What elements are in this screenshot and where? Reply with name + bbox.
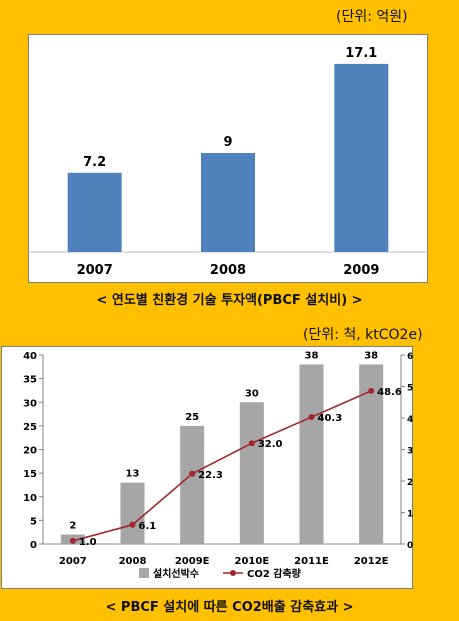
chart2-left-tick-label: 40 — [23, 351, 37, 362]
chart2-bar — [120, 482, 145, 544]
chart2-unit-label: (단위: 척, ktCO2e) — [303, 327, 423, 343]
chart2-co2-data-label: 6.1 — [139, 521, 157, 532]
chart2-co2-point — [69, 537, 76, 544]
chart2-co2-data-label: 22.3 — [198, 470, 223, 481]
chart2-bar-data-label: 38 — [364, 350, 378, 361]
chart2-right-tick-label: 20.0 — [407, 478, 413, 488]
chart2-right-tick-label: 10.0 — [407, 510, 413, 520]
chart2-x-tick-label: 2007 — [59, 556, 87, 567]
chart2-left-tick-label: 15 — [23, 469, 37, 480]
chart2-right-tick-label: 40.0 — [407, 415, 413, 425]
chart2-x-tick-label: 2011E — [294, 556, 329, 567]
co2-combo-chart: 0 5 10 15 20 25 30 35 40 0.0 10.0 20.0 30.0 40.0 50.0 6… — [1, 346, 413, 589]
chart2-right-tick-label: 60.0 — [407, 352, 413, 362]
chart1-title: < 연도별 친환경 기술 투자액(PBCF 설치비) > — [96, 293, 363, 308]
chart1-bar — [67, 172, 122, 252]
chart2-bar-data-label: 25 — [185, 412, 199, 423]
chart2-bar-data-label: 2 — [69, 521, 76, 532]
chart1-bar — [334, 63, 389, 253]
chart2-legend-bar-swatch — [139, 568, 149, 578]
chart1-data-label: 17.1 — [345, 46, 377, 61]
chart2-co2-point — [368, 387, 375, 394]
chart2-co2-point — [308, 414, 315, 421]
chart1-unit-label: (단위: 억원) — [336, 9, 408, 25]
chart2-right-tick-label: 30.0 — [407, 447, 413, 457]
chart2-bar-data-label: 30 — [245, 388, 259, 399]
chart2-left-tick-label: 10 — [23, 493, 37, 504]
chart2-left-tick-label: 30 — [23, 398, 37, 409]
chart2-x-tick-label: 2012E — [354, 556, 389, 567]
chart1-data-label: 9 — [223, 135, 232, 150]
chart2-left-tick-label: 0 — [30, 540, 37, 551]
chart2-title: < PBCF 설치에 따른 CO2배출 감축효과 > — [105, 600, 354, 615]
chart2-legend-bar-label: 설치선박수 — [153, 567, 199, 580]
chart1-x-tick-label: 2009 — [343, 263, 379, 278]
chart1-data-label: 7.2 — [83, 155, 106, 170]
chart2-left-tick-label: 35 — [23, 375, 37, 386]
chart1-x-tick-label: 2007 — [77, 263, 113, 278]
chart2-frame — [1, 346, 413, 589]
chart2-x-tick-label: 2009E — [175, 556, 210, 567]
chart2-co2-data-label: 32.0 — [258, 439, 283, 450]
chart2-bar — [299, 364, 324, 544]
chart2-bar-data-label: 38 — [305, 350, 319, 361]
chart1-bar — [201, 153, 255, 252]
chart2-co2-data-label: 40.3 — [318, 413, 343, 424]
chart2-bar-data-label: 13 — [126, 469, 140, 480]
chart2-co2-data-label: 1.0 — [79, 537, 97, 548]
chart2-bar — [180, 425, 205, 544]
investment-bar-chart: 7.2 2007 9 2008 17.1 2009 — [28, 34, 428, 283]
chart2-co2-point — [129, 521, 136, 528]
chart2-co2-point — [189, 470, 196, 477]
chart2-bar — [239, 402, 264, 544]
chart2-legend-line-marker — [230, 570, 236, 576]
chart2-x-tick-label: 2008 — [119, 556, 147, 567]
chart1-x-tick-label: 2008 — [210, 263, 246, 278]
chart2-left-tick-label: 20 — [23, 446, 37, 457]
chart2-co2-point — [248, 440, 255, 447]
chart2-left-tick-label: 25 — [23, 422, 37, 433]
chart2-left-tick-label: 5 — [30, 516, 37, 527]
chart2-co2-line — [72, 390, 372, 542]
chart2-right-tick-label: 0.0 — [407, 541, 413, 551]
chart2-x-tick-label: 2010E — [234, 556, 269, 567]
chart2-right-tick-label: 50.0 — [407, 384, 413, 394]
chart2-co2-data-label: 48.6 — [377, 387, 402, 398]
chart2-legend-line-label: CO2 감축량 — [247, 567, 302, 580]
